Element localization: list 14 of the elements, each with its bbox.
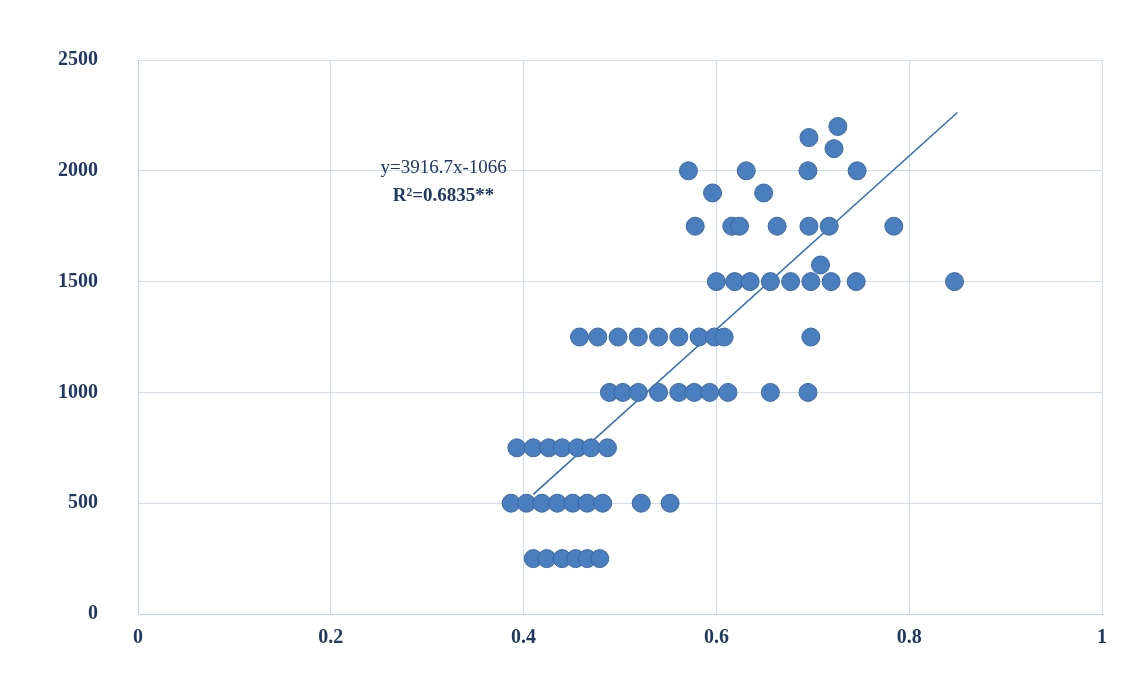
y-tick-label: 500 xyxy=(68,490,98,513)
annotation: y=3916.7x-1066 xyxy=(380,155,507,177)
y-tick-label: 1500 xyxy=(58,268,98,291)
x-tick-label: 0.8 xyxy=(896,625,922,648)
x-tick-label: 1 xyxy=(1097,625,1107,648)
x-tick-label: 0.2 xyxy=(318,625,344,648)
x-tick-label: 0.4 xyxy=(511,625,537,648)
annotation: R²=0.6835** xyxy=(392,183,495,205)
y-tick-label: 1000 xyxy=(58,379,98,402)
y-tick-label: 2000 xyxy=(58,157,98,180)
y-tick-label: 2500 xyxy=(58,47,98,70)
y-tick-label: 0 xyxy=(88,601,98,624)
x-tick-label: 0 xyxy=(133,625,143,648)
x-tick-label: 0.6 xyxy=(703,625,729,648)
